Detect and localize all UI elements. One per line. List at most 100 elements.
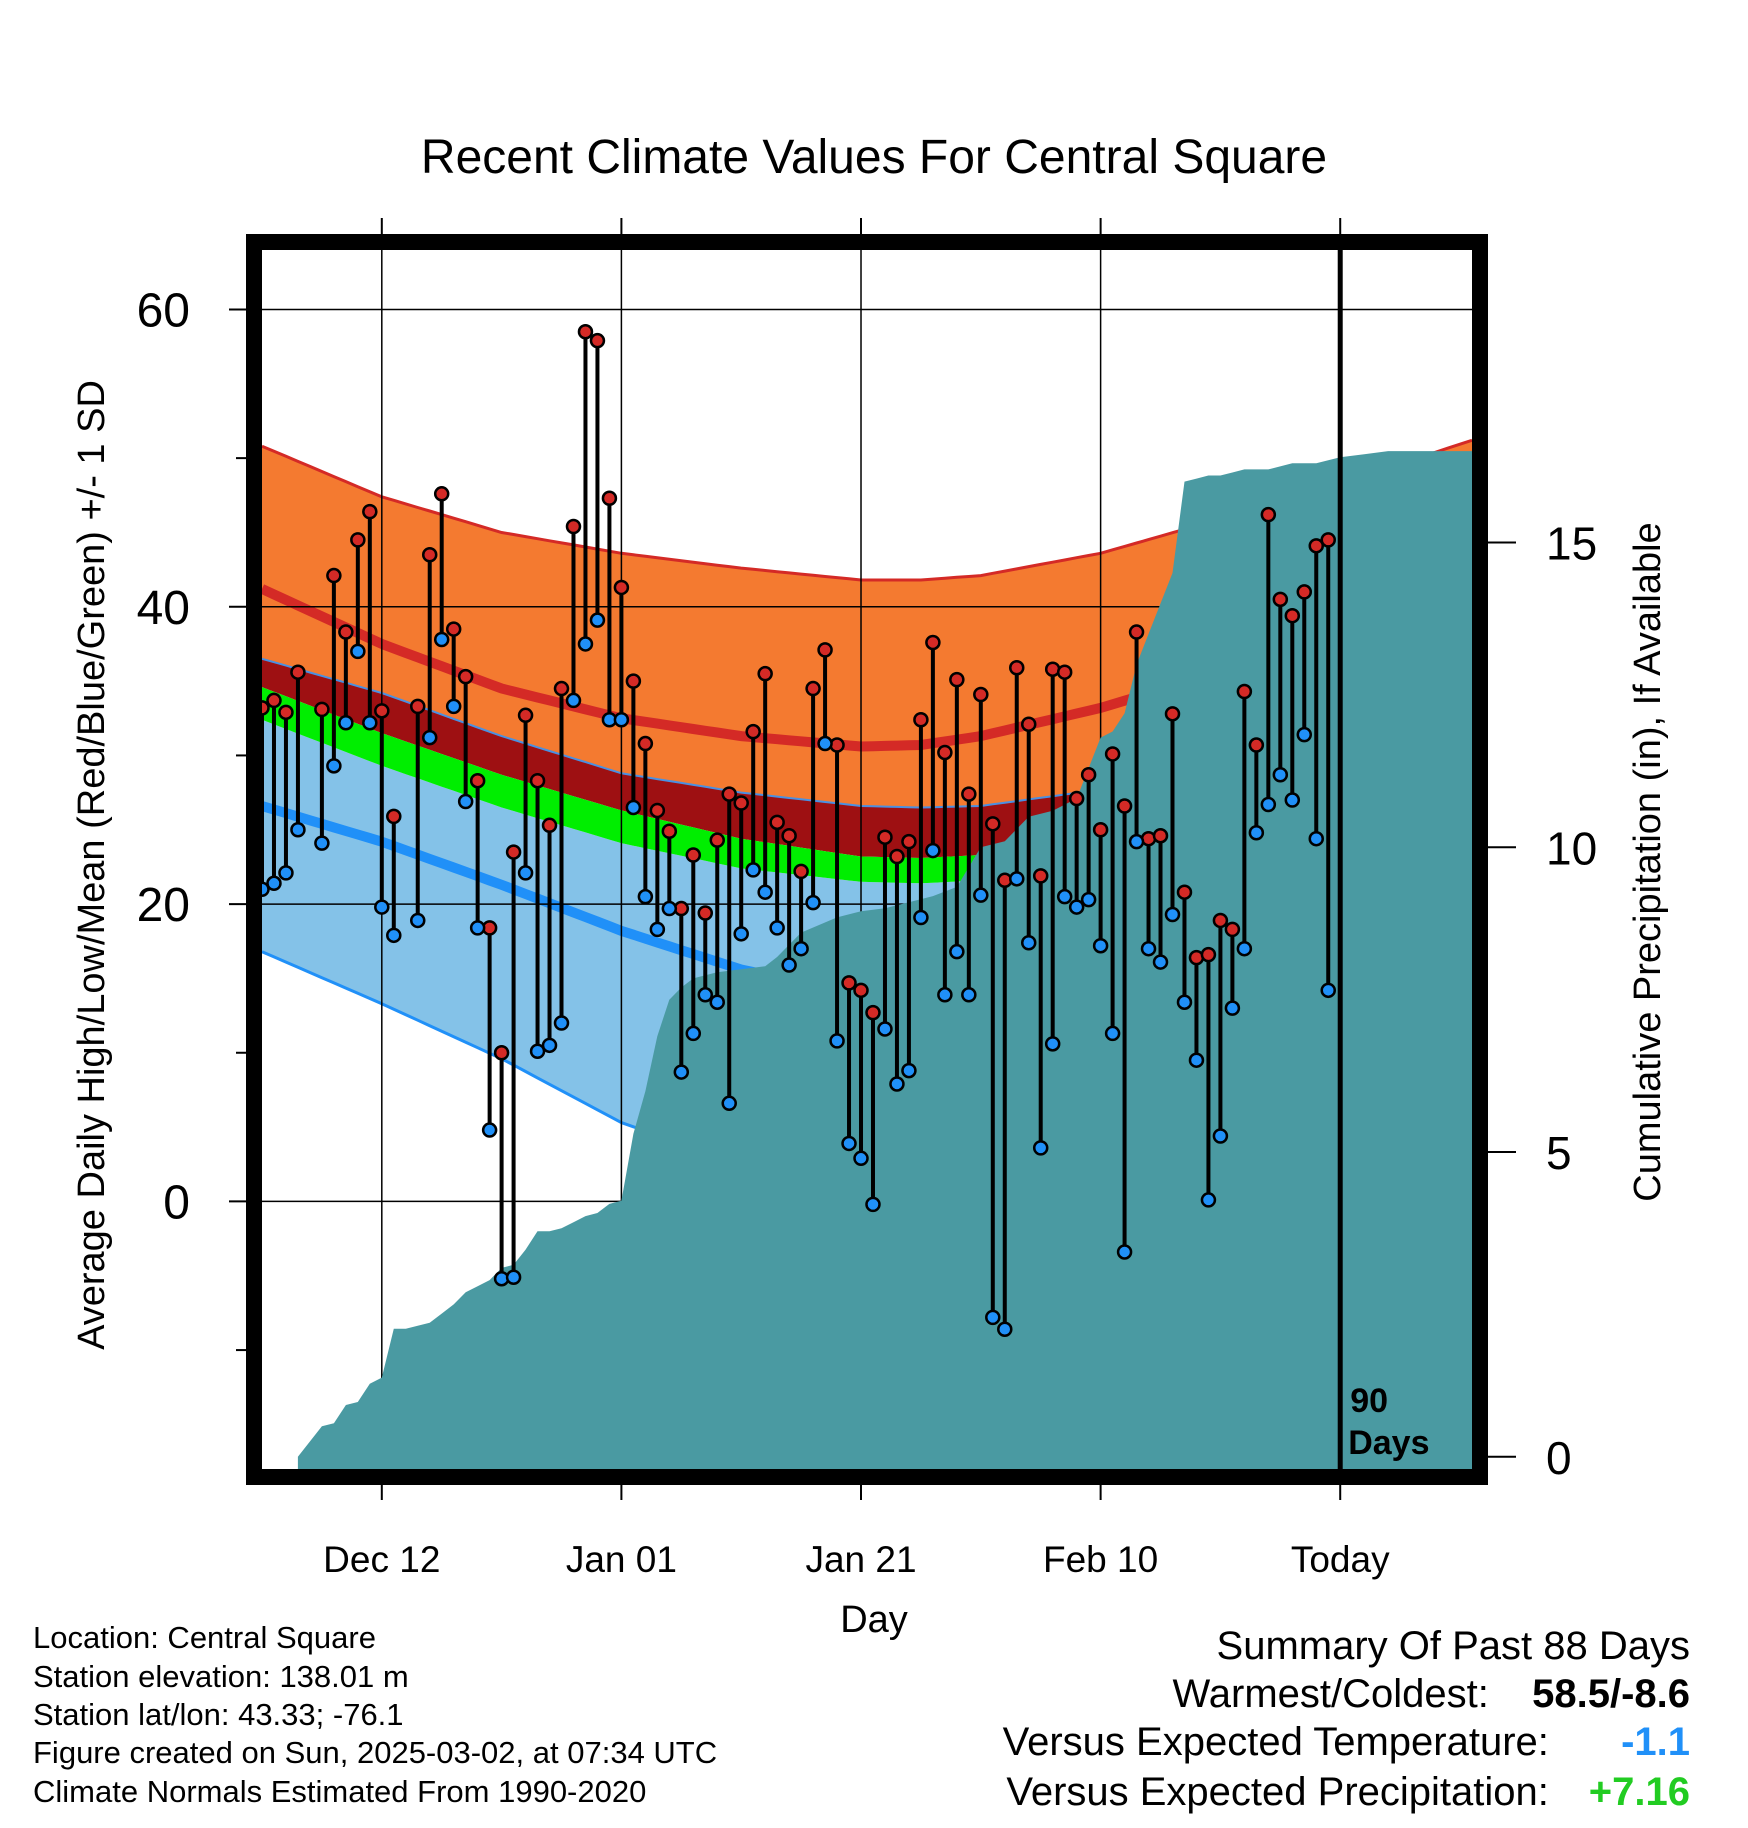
low-point <box>793 940 809 957</box>
low-point <box>913 909 929 926</box>
low-point <box>589 612 606 628</box>
high-point <box>350 532 366 548</box>
low-point <box>721 1095 737 1112</box>
low-point <box>445 698 462 715</box>
low-point <box>937 987 953 1003</box>
summary-temp-value: -1.1 <box>1621 1720 1690 1764</box>
footer-location: Location: Central Square <box>33 1620 376 1655</box>
high-point <box>637 735 654 752</box>
high-point <box>925 634 941 651</box>
high-point <box>266 692 282 709</box>
high-point <box>493 1045 510 1061</box>
high-point <box>1164 706 1181 722</box>
high-point <box>697 905 714 921</box>
high-point <box>649 802 666 819</box>
low-point <box>553 1015 570 1031</box>
y2-tick-label: 15 <box>1546 518 1597 570</box>
low-point <box>1236 940 1253 957</box>
high-point <box>314 701 330 718</box>
low-point <box>1068 899 1085 915</box>
high-point <box>961 786 977 802</box>
high-point <box>338 624 354 640</box>
low-point <box>1212 1128 1229 1144</box>
summary-temp-row: Versus Expected Temperature: -1.1 <box>1003 1720 1690 1765</box>
low-point <box>649 921 666 938</box>
low-point <box>565 692 582 709</box>
low-point <box>1152 954 1169 970</box>
high-point <box>613 579 630 596</box>
summary-warmest-label: Warmest/Coldest: <box>1172 1672 1489 1716</box>
low-point <box>757 884 773 900</box>
high-point <box>709 832 725 848</box>
low-point <box>841 1135 857 1152</box>
high-point <box>769 814 785 831</box>
low-point <box>1092 937 1109 954</box>
low-point <box>805 894 821 911</box>
high-point <box>1224 921 1241 938</box>
high-point <box>625 673 642 689</box>
low-point <box>1020 934 1037 951</box>
low-point <box>529 1043 546 1060</box>
summary-temp-label: Versus Expected Temperature: <box>1002 1720 1549 1764</box>
high-point <box>913 712 929 728</box>
low-point <box>661 900 678 917</box>
low-point <box>1104 1025 1121 1042</box>
low-point <box>1224 1000 1241 1016</box>
low-point <box>326 758 342 774</box>
high-point <box>457 668 474 685</box>
low-point <box>1308 830 1325 847</box>
high-point <box>757 665 773 682</box>
high-point <box>541 817 558 834</box>
low-point <box>1248 824 1265 841</box>
high-point <box>505 844 522 860</box>
high-point <box>577 324 594 340</box>
low-point <box>577 636 594 652</box>
high-point <box>529 772 546 789</box>
low-point <box>457 793 474 810</box>
high-point <box>1212 912 1229 929</box>
high-point <box>805 680 821 697</box>
low-point <box>481 1122 498 1138</box>
chart-title: Recent Climate Values For Central Square <box>420 131 1328 184</box>
high-point <box>1104 746 1121 762</box>
high-point <box>685 847 702 863</box>
high-point <box>262 700 270 716</box>
low-point <box>1260 796 1277 813</box>
high-point <box>793 863 809 880</box>
low-point <box>901 1062 917 1079</box>
today-days-number: 90 <box>1350 1382 1388 1420</box>
low-point <box>997 1321 1013 1338</box>
footer-created: Figure created on Sun, 2025-03-02, at 07… <box>33 1735 718 1770</box>
low-point <box>817 735 833 752</box>
low-point <box>421 729 438 746</box>
high-point <box>278 704 294 721</box>
low-point <box>1164 906 1181 923</box>
high-point <box>1068 790 1085 807</box>
footer-normals: Climate Normals Estimated From 1990-2020 <box>33 1774 647 1809</box>
low-point <box>338 714 354 731</box>
high-point <box>1032 868 1049 884</box>
high-point <box>745 723 761 740</box>
low-point <box>386 927 402 944</box>
high-point <box>721 786 737 802</box>
high-point <box>733 795 749 811</box>
summary-heading: Summary Of Past 88 Days <box>1216 1624 1690 1668</box>
high-point <box>1308 538 1325 554</box>
y-tick-label: 0 <box>163 1176 190 1229</box>
low-point <box>781 957 797 973</box>
low-point <box>1200 1192 1217 1208</box>
y-tick-label: 60 <box>137 284 190 337</box>
high-point <box>1116 798 1133 814</box>
low-point <box>1116 1244 1133 1260</box>
low-point <box>1056 888 1073 905</box>
summary-warmest-row: Warmest/Coldest: 58.5/-8.6 <box>1173 1672 1691 1717</box>
high-point <box>409 698 426 715</box>
y-tick-label: 40 <box>137 582 190 635</box>
high-point <box>469 772 486 789</box>
high-point <box>841 975 857 991</box>
high-point <box>1284 607 1301 624</box>
high-point <box>901 833 917 850</box>
high-point <box>1200 946 1217 963</box>
y-axis-label: Average Daily High/Low/Mean (Red/Blue/Gr… <box>71 380 113 1350</box>
high-point <box>386 808 402 825</box>
